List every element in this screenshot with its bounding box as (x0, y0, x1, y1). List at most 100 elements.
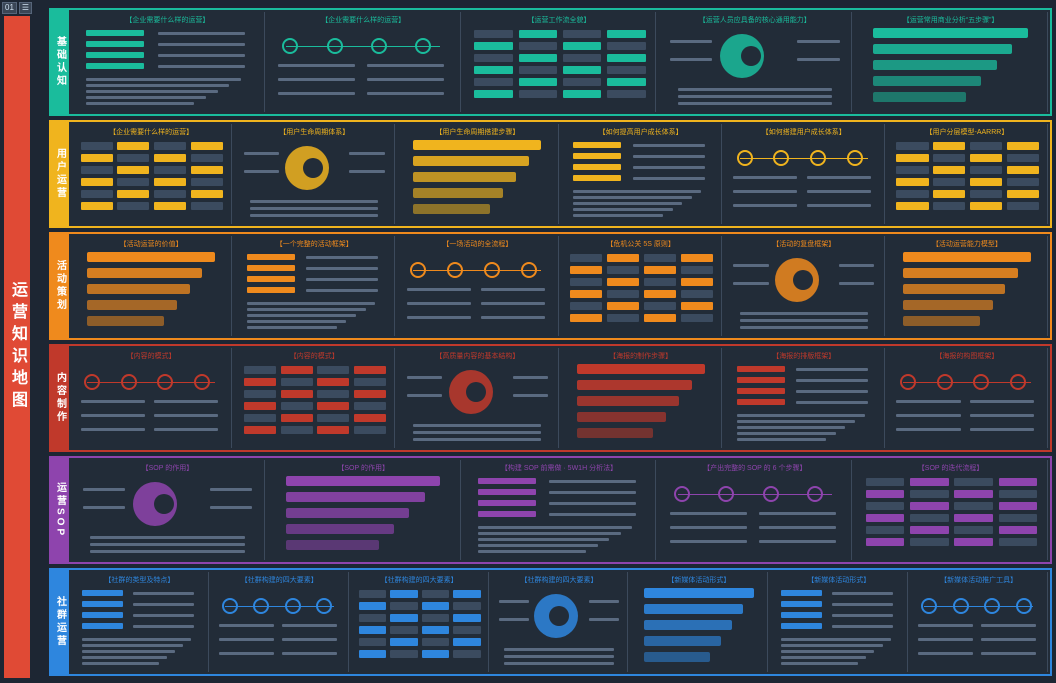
grid-cell (474, 42, 513, 50)
text-line (282, 624, 337, 627)
text-line (478, 550, 586, 553)
text-line (219, 652, 274, 655)
knowledge-card[interactable]: 【运营工作流全貌】 (463, 12, 657, 112)
grid-cell (154, 166, 187, 174)
section-label: 用户运营 (54, 148, 66, 200)
knowledge-card[interactable]: 【SOP 的作用】 (267, 460, 461, 560)
knowledge-card[interactable]: 【高质量内容的基本结构】 (397, 348, 559, 448)
text-line (736, 426, 846, 429)
card-title: 【活动运营的价值】 (119, 241, 183, 248)
grid-cell (80, 154, 113, 162)
grid-cell (562, 54, 602, 62)
knowledge-card[interactable]: 【如何搭建用户成长体系】 (724, 124, 885, 224)
knowledge-card[interactable]: 【新媒体活动推广工具】 (910, 572, 1049, 672)
knowledge-card[interactable]: 【用户生命周期体系】 (234, 124, 396, 224)
grid-cell (570, 302, 603, 310)
knowledge-card[interactable]: 【企业需要什么样的运营】 (267, 12, 461, 112)
text-line (758, 540, 836, 543)
grid-cell (562, 90, 602, 98)
text-line (806, 176, 872, 179)
grid-cell (280, 426, 313, 434)
grid-cell (562, 30, 602, 38)
knowledge-card[interactable]: 【用户分层模型-AARRR】 (887, 124, 1049, 224)
card-title: 【海报的构图框架】 (935, 353, 999, 360)
page-number-button[interactable]: 01 (2, 2, 17, 14)
grid-cell (317, 426, 350, 434)
section-row: 活动策划 【活动运营的价值】 【一个完整的活动框架】 【一场活动的全流程】 【危机公关 … (49, 232, 1052, 340)
knowledge-card[interactable]: 【企业需要什么样的运营】 (71, 12, 265, 112)
content-block (873, 44, 1013, 54)
text-line (504, 655, 614, 658)
knowledge-card[interactable]: 【活动运营的价值】 (71, 236, 233, 336)
text-line (970, 400, 1035, 403)
knowledge-card[interactable]: 【运营人员应具备的核心通用能力】 (658, 12, 853, 112)
grid-cell (933, 202, 966, 210)
content-block (873, 60, 997, 70)
text-line (981, 624, 1037, 627)
grid-cell (117, 202, 150, 210)
grid-cell (358, 650, 387, 658)
knowledge-card[interactable]: 【海报的制作步骤】 (561, 348, 722, 448)
knowledge-card[interactable]: 【危机公关 5S 原则】 (561, 236, 722, 336)
text-line (831, 625, 894, 628)
text-line (246, 320, 347, 323)
card-title: 【新媒体活动形式】 (807, 577, 871, 584)
menu-icon[interactable]: ☰ (18, 2, 33, 14)
text-line (480, 288, 545, 291)
text-line (86, 78, 241, 81)
knowledge-card[interactable]: 【用户生命周期搭建步骤】 (397, 124, 559, 224)
text-line (90, 536, 245, 539)
text-line (278, 78, 356, 81)
grid-cell (910, 490, 949, 498)
grid-cell (1006, 190, 1040, 198)
text-line (81, 650, 175, 653)
knowledge-card[interactable]: 【新媒体活动形式】 (770, 572, 909, 672)
knowledge-card[interactable]: 【如何提高用户成长体系】 (561, 124, 722, 224)
text-line (306, 267, 379, 270)
knowledge-card[interactable]: 【企业需要什么样的运营】 (71, 124, 233, 224)
text-line (157, 65, 245, 68)
knowledge-card[interactable]: 【SOP 的作用】 (71, 460, 265, 560)
text-line (246, 314, 356, 317)
grid-cell (680, 302, 713, 310)
card-title: 【产出完整的 SOP 的 6 个步骤】 (703, 465, 807, 472)
grid-cell (191, 190, 224, 198)
grid-cell (390, 626, 418, 634)
content-block (81, 612, 123, 618)
knowledge-card[interactable]: 【海报的构图框架】 (887, 348, 1049, 448)
grid-cell (154, 142, 187, 150)
knowledge-card[interactable]: 【SOP 的迭代流程】 (854, 460, 1048, 560)
knowledge-card[interactable]: 【活动运营能力模型】 (887, 236, 1049, 336)
grid-cell (954, 502, 993, 510)
grid-cell (358, 638, 387, 646)
knowledge-card[interactable]: 【社群构建的四大要素】 (491, 572, 629, 672)
grid-cell (191, 142, 224, 150)
knowledge-card[interactable]: 【产出完整的 SOP 的 6 个步骤】 (658, 460, 853, 560)
knowledge-card[interactable]: 【活动的复盘框架】 (724, 236, 885, 336)
knowledge-card[interactable]: 【新媒体活动形式】 (630, 572, 769, 672)
connector-line (923, 606, 1034, 607)
grid-cell (896, 142, 929, 150)
knowledge-card[interactable]: 【运营常用商业分析“五步骤”】 (854, 12, 1048, 112)
text-line (781, 638, 891, 641)
content-block (573, 142, 622, 148)
grid-cell (518, 78, 558, 86)
text-line (81, 656, 167, 659)
knowledge-card[interactable]: 【社群的类型及特点】 (71, 572, 209, 672)
knowledge-card[interactable]: 【构建 SOP 前需做 · 5W1H 分析法】 (463, 460, 657, 560)
grid-cell (421, 602, 450, 610)
knowledge-card[interactable]: 【一个完整的活动框架】 (234, 236, 396, 336)
text-line (157, 32, 245, 35)
grid-cell (910, 526, 949, 534)
grid-cell (606, 278, 639, 286)
knowledge-card[interactable]: 【社群构建的四大要素】 (211, 572, 349, 672)
text-line (512, 394, 548, 397)
knowledge-card[interactable]: 【一场活动的全流程】 (397, 236, 559, 336)
text-line (839, 282, 875, 285)
knowledge-card[interactable]: 【内容的模式】 (234, 348, 396, 448)
text-line (573, 214, 664, 217)
content-block (478, 478, 536, 484)
knowledge-card[interactable]: 【内容的模式】 (71, 348, 233, 448)
knowledge-card[interactable]: 【社群构建的四大要素】 (351, 572, 489, 672)
knowledge-card[interactable]: 【海报的排版框架】 (724, 348, 885, 448)
